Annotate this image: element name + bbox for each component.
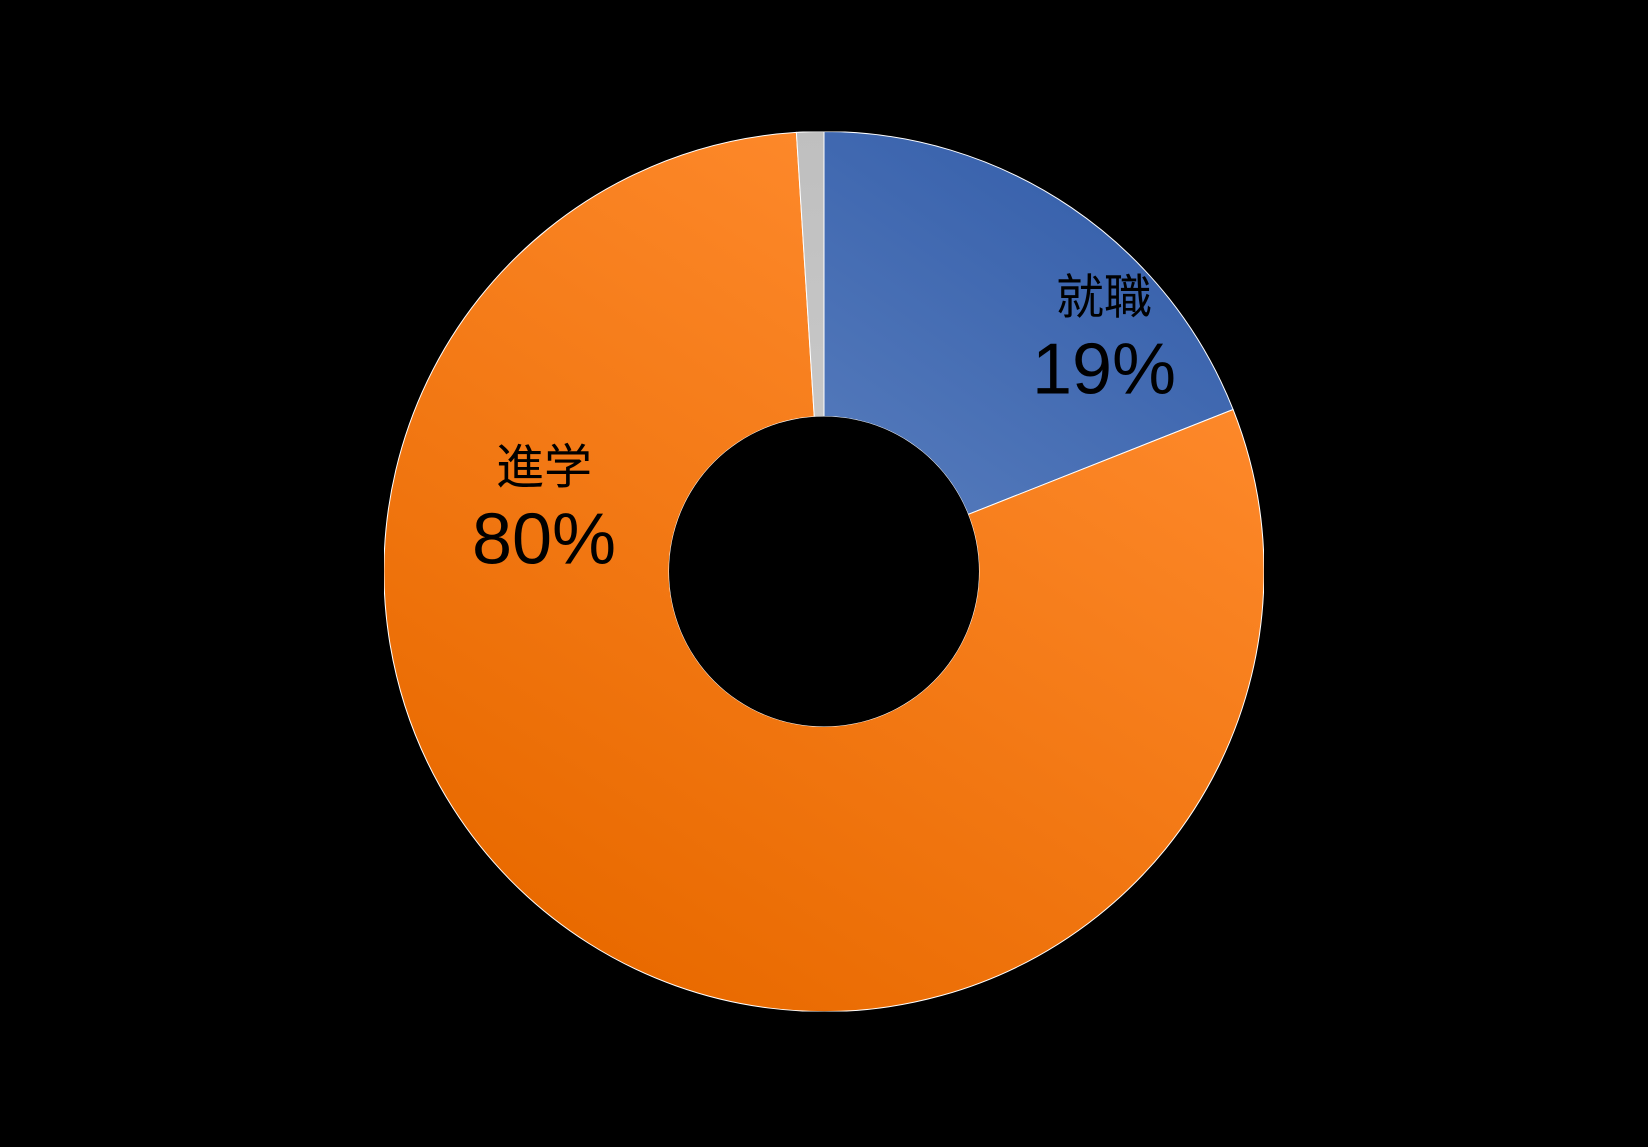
slice-label-name: 就職 [1032, 269, 1176, 327]
donut-chart: 就職19% 進学80% [384, 131, 1264, 1016]
slice-label-percent: 80% [472, 497, 616, 583]
slice-label-name: 進学 [472, 439, 616, 497]
slice-label-1: 進学80% [472, 439, 616, 583]
slice-label-0: 就職19% [1032, 269, 1176, 413]
labels-layer: 就職19% 進学80% [384, 131, 1264, 1011]
slice-label-percent: 19% [1032, 327, 1176, 413]
